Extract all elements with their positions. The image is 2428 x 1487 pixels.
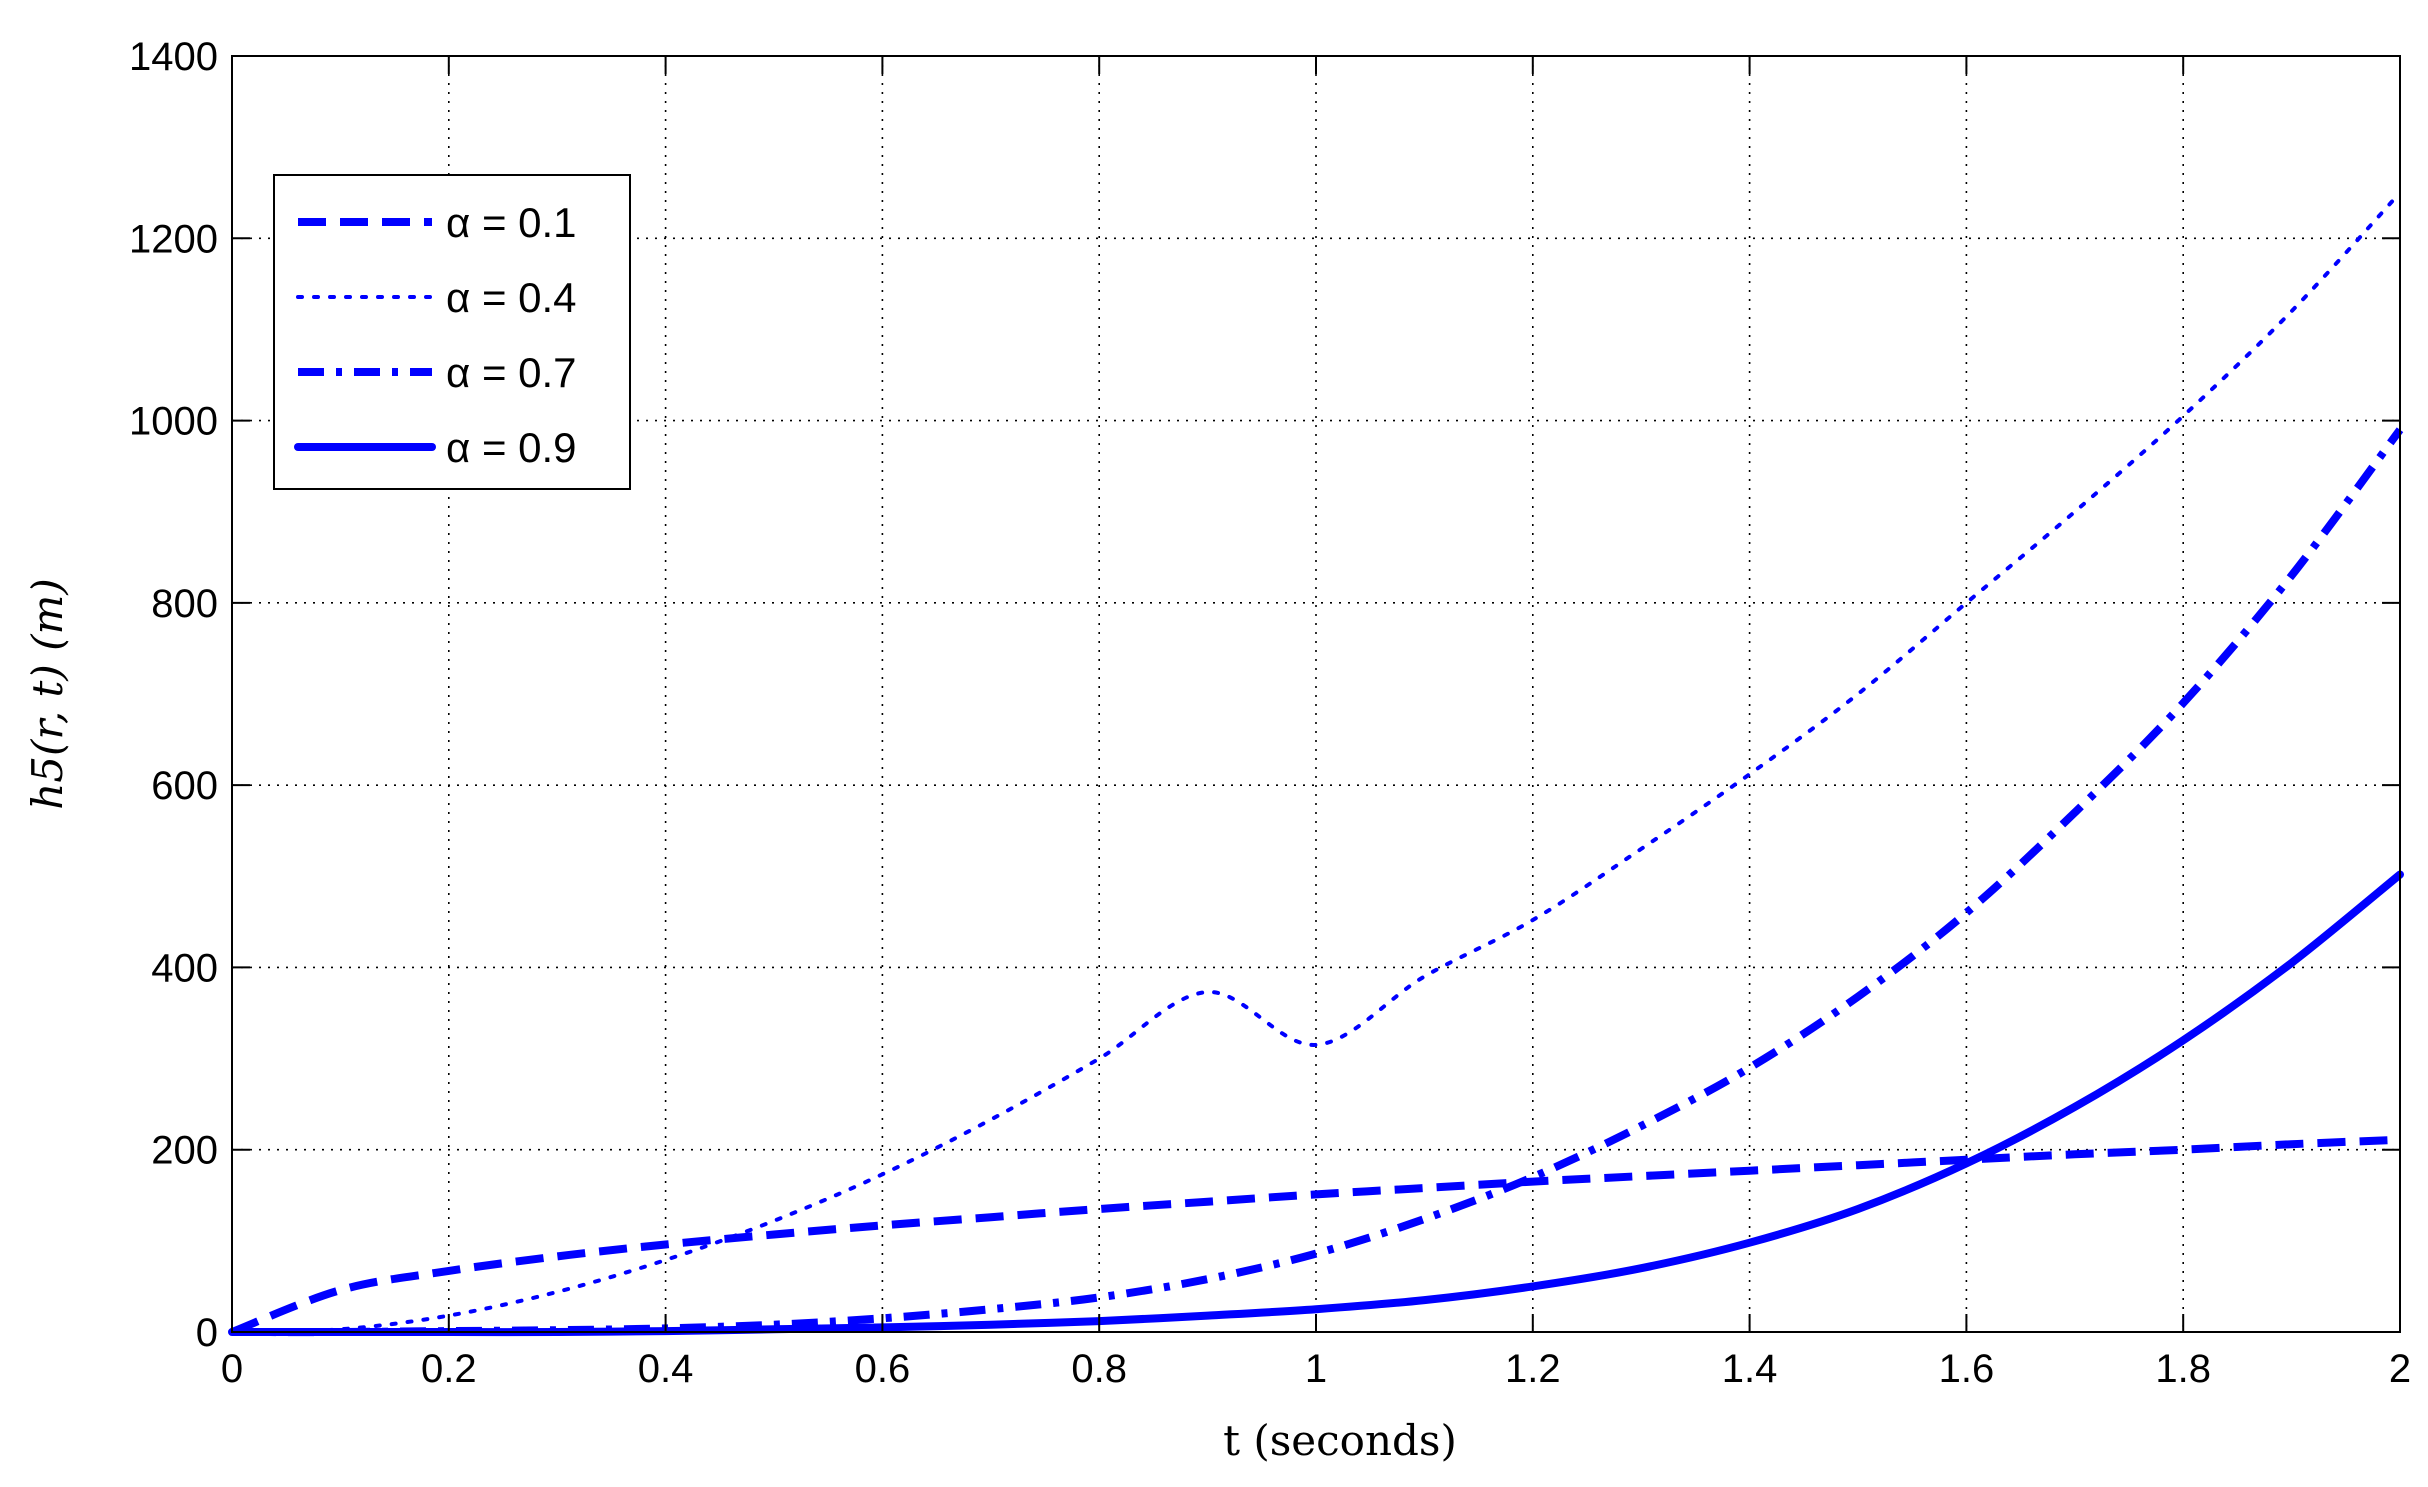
- series-line-1: [230, 1135, 2401, 1336]
- x-tick-label: 2: [2389, 1347, 2411, 1391]
- y-tick-label: 600: [151, 764, 218, 808]
- x-tick-label: 1: [1305, 1347, 1327, 1391]
- y-tick-labels: 0 200 400 600 800 1000 1200 1400: [129, 35, 218, 1355]
- x-tick-label: 0: [221, 1347, 243, 1391]
- legend-label-3: α = 0.7: [446, 349, 577, 396]
- legend: α = 0.1 α = 0.4 α = 0.7 α = 0.9: [273, 174, 631, 490]
- x-axis-label: t (seconds): [1223, 1416, 1457, 1465]
- x-tick-label: 0.4: [638, 1347, 694, 1391]
- legend-label-1: α = 0.1: [446, 199, 577, 246]
- y-tick-label: 1400: [129, 35, 218, 79]
- y-tick-label: 1000: [129, 400, 218, 444]
- y-axis-label: h5(r, t) (m): [23, 578, 72, 810]
- tick-marks: [231, 55, 2401, 1333]
- y-tick-label: 800: [151, 582, 218, 626]
- y-tick-label: 0: [196, 1311, 218, 1355]
- x-tick-label: 1.4: [1722, 1347, 1778, 1391]
- x-tick-label: 1.6: [1939, 1347, 1995, 1391]
- legend-label-4: α = 0.9: [446, 424, 577, 471]
- x-tick-label: 1.2: [1505, 1347, 1561, 1391]
- x-tick-label: 0.2: [421, 1347, 477, 1391]
- x-tick-label: 1.8: [2155, 1347, 2211, 1391]
- y-tick-label: 200: [151, 1129, 218, 1173]
- legend-label-2: α = 0.4: [446, 274, 577, 321]
- x-tick-labels: 0 0.2 0.4 0.6 0.8 1 1.2 1.4 1.6 1.8 2: [221, 1347, 2411, 1391]
- series-line-2: [230, 190, 2402, 1334]
- legend-box: [273, 174, 631, 490]
- y-tick-label: 400: [151, 946, 218, 990]
- x-tick-label: 0.8: [1071, 1347, 1127, 1391]
- y-tick-label: 1200: [129, 217, 218, 261]
- x-tick-label: 0.6: [855, 1347, 911, 1391]
